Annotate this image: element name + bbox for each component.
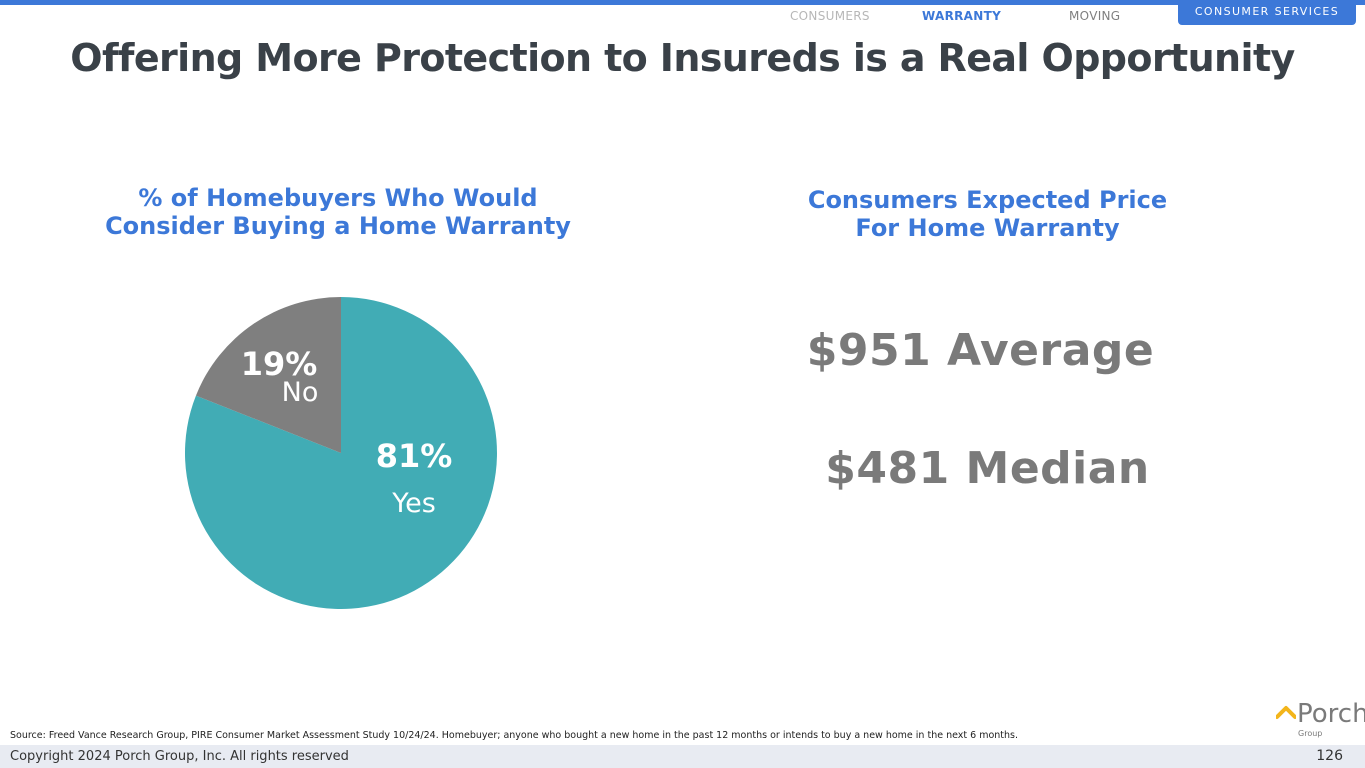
pie-slice-yes [184, 297, 497, 609]
copyright-text: Copyright 2024 Porch Group, Inc. All rig… [10, 749, 349, 764]
section-tab-consumer-services[interactable]: CONSUMER SERVICES [1178, 0, 1356, 25]
average-price-stat: $951 Average [806, 325, 1155, 376]
top-accent-bar [0, 0, 1365, 5]
price-heading-line2: For Home Warranty [855, 214, 1120, 242]
pie-label-no-category: No [282, 377, 319, 408]
slide-title: Offering More Protection to Insureds is … [70, 36, 1295, 80]
nav-tab-warranty[interactable]: WARRANTY [922, 9, 1002, 23]
logo-wordmark: Porch [1297, 699, 1365, 729]
pie-label-yes-percent: 81% [376, 437, 453, 475]
source-note: Source: Freed Vance Research Group, PIRE… [10, 730, 1019, 741]
pie-label-no-percent: 19% [241, 345, 318, 383]
logo-subtext: Group [1298, 729, 1323, 738]
nav-tab-moving[interactable]: MOVING [1069, 9, 1121, 23]
footer-bar: Copyright 2024 Porch Group, Inc. All rig… [0, 745, 1365, 768]
median-price-stat: $481 Median [825, 443, 1150, 494]
pie-chart-heading: % of Homebuyers Who Would Consider Buyin… [70, 184, 606, 240]
roof-icon [1276, 706, 1296, 719]
nav-tab-consumers[interactable]: CONSUMERS [790, 9, 870, 23]
porch-group-logo: Porch Group [1276, 699, 1365, 743]
page-number: 126 [1316, 748, 1343, 764]
pie-chart: 19% No 81% Yes [184, 297, 497, 609]
price-heading: Consumers Expected Price For Home Warran… [760, 186, 1215, 242]
pie-slice-no [195, 297, 341, 453]
pie-chart-heading-line1: % of Homebuyers Who Would [138, 184, 538, 212]
price-heading-line1: Consumers Expected Price [807, 186, 1168, 214]
pie-label-yes-category: Yes [391, 488, 436, 519]
pie-chart-heading-line2: Consider Buying a Home Warranty [105, 212, 571, 240]
